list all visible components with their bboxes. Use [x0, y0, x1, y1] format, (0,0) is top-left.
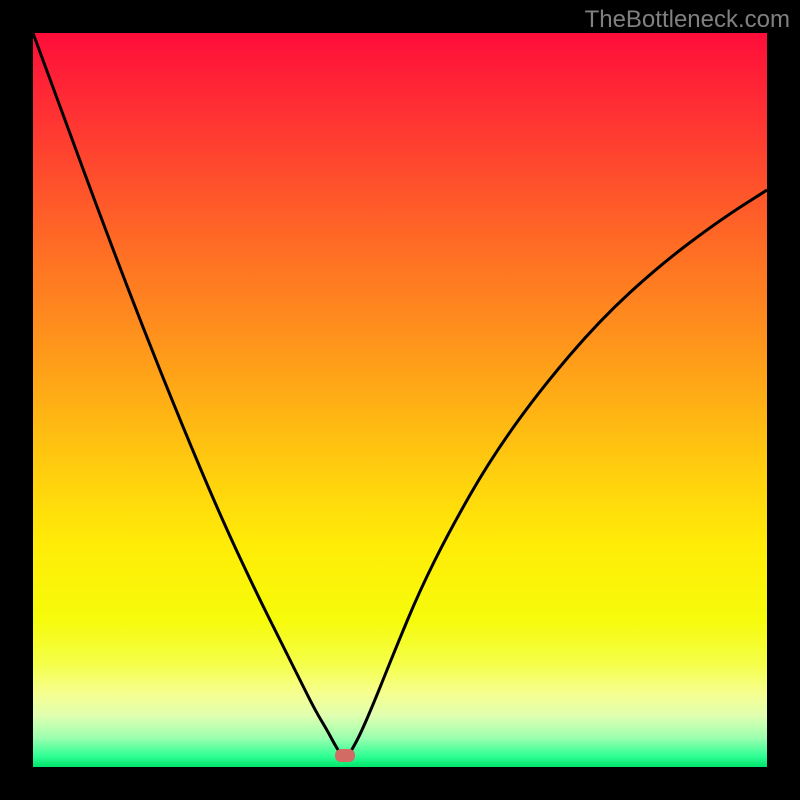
curve-layer — [33, 33, 767, 767]
minimum-marker — [335, 749, 355, 762]
plot-area — [33, 33, 767, 767]
gradient-background — [33, 33, 767, 767]
chart-container: TheBottleneck.com — [0, 0, 800, 800]
watermark-text: TheBottleneck.com — [585, 6, 790, 34]
